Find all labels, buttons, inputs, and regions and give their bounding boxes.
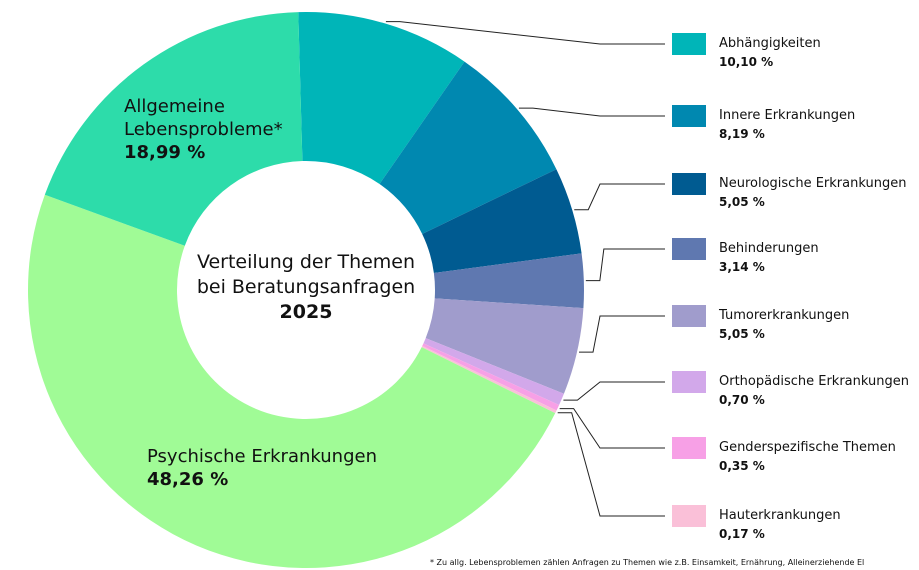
value-label: 0,35 % (719, 459, 765, 473)
leader-line (574, 183, 665, 211)
slice (423, 338, 564, 405)
value-label: 48,26 % (147, 469, 229, 490)
legend-swatch (672, 305, 706, 327)
legend-swatch (672, 437, 706, 459)
value-label: 10,10 % (719, 55, 774, 69)
slice (421, 345, 557, 414)
legend-entry: Behinderungen 3,14 % (719, 239, 819, 277)
legend-label: Innere Erkrankungen (719, 108, 856, 123)
legend-label: Tumorerkrankungen (719, 308, 850, 323)
legend-entry: Hauterkrankungen 0,17 % (719, 506, 841, 544)
category-label: Psychische Erkrankungen (147, 446, 377, 467)
legend-label: Abhängigkeiten (719, 36, 821, 51)
value-label: 8,19 % (719, 127, 765, 141)
value-label: 0,17 % (719, 527, 765, 541)
legend-entry: Neurologische Erkrankungen 5,05 % (719, 174, 906, 212)
leader-line (563, 381, 665, 401)
legend-entry: Abhängigkeiten 10,10 % (719, 34, 821, 72)
leader-line (579, 315, 665, 353)
leader-line (385, 21, 665, 45)
slice (298, 12, 465, 185)
value-label: 5,05 % (719, 327, 765, 341)
slice (433, 253, 584, 309)
slice-label: Allgemeine Lebensprobleme* 18,99 % (124, 95, 294, 164)
legend-swatch (672, 173, 706, 195)
footnote: * Zu allg. Lebensproblemen zählen Anfrag… (430, 558, 865, 567)
legend-label: Behinderungen (719, 241, 819, 256)
legend-swatch (672, 33, 706, 55)
legend-entry: Orthopädische Erkrankungen 0,70 % (719, 372, 909, 410)
value-label: 5,05 % (719, 195, 765, 209)
leader-line (559, 408, 665, 449)
chart-title: Verteilung der Themen bei Beratungsanfra… (196, 251, 416, 298)
center-title: Verteilung der Themen bei Beratungsanfra… (186, 250, 426, 325)
legend-swatch (672, 505, 706, 527)
value-label: 18,99 % (124, 142, 206, 163)
slice (422, 343, 560, 411)
legend-swatch (672, 371, 706, 393)
legend-entry: Tumorerkrankungen 5,05 % (719, 306, 849, 344)
legend-label: Genderspezifische Themen (719, 440, 896, 455)
value-label: 0,70 % (719, 393, 765, 407)
value-label: 3,14 % (719, 260, 765, 274)
slice-label: Psychische Erkrankungen 48,26 % (147, 445, 377, 491)
legend-entry: Genderspezifische Themen 0,35 % (719, 438, 896, 476)
slice (422, 169, 582, 273)
legend-label: Orthopädische Erkrankungen (719, 374, 909, 389)
leader-line (585, 248, 665, 282)
slice (425, 298, 584, 394)
legend-label: Hauterkrankungen (719, 508, 841, 523)
leader-line (518, 107, 665, 117)
legend-swatch (672, 238, 706, 260)
legend-entry: Innere Erkrankungen 8,19 % (719, 106, 855, 144)
category-label: Allgemeine Lebensprobleme* (124, 96, 283, 140)
slice (44, 12, 303, 246)
slice (27, 194, 556, 569)
legend-swatch (672, 105, 706, 127)
leader-line (557, 412, 665, 517)
legend-label: Neurologische Erkrankungen (719, 176, 907, 191)
chart-subtitle: 2025 (279, 301, 333, 323)
slice (379, 61, 557, 234)
